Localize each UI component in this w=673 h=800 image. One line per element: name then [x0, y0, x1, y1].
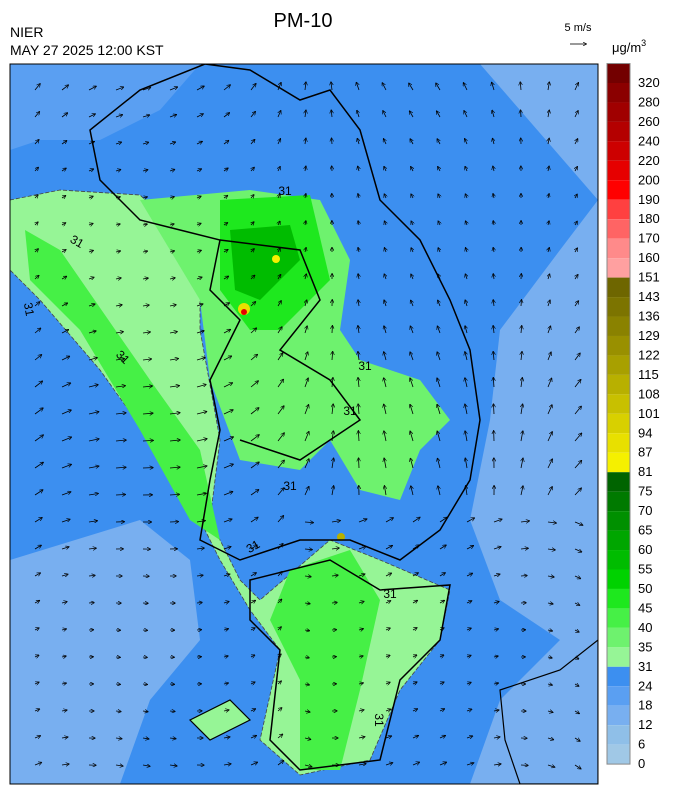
colorbar-label: 35 — [638, 639, 652, 654]
wind-arrow — [493, 404, 494, 414]
hotspot — [272, 255, 280, 263]
contour-label: 31 — [343, 404, 357, 418]
colorbar-segment — [607, 453, 630, 472]
colorbar-label: 200 — [638, 172, 660, 187]
unit-text: μg/m — [612, 40, 641, 55]
colorbar-label: 320 — [638, 75, 660, 90]
colorbar-label: 151 — [638, 270, 660, 285]
colorbar-segment — [607, 161, 630, 180]
colorbar-segment — [607, 531, 630, 550]
contour-label: 31 — [283, 479, 297, 493]
colorbar-segment — [607, 355, 630, 374]
colorbar-segment — [607, 550, 630, 569]
colorbar-label: 180 — [638, 211, 660, 226]
wind-legend-label: 5 m/s — [565, 22, 592, 34]
colorbar-label: 136 — [638, 309, 660, 324]
colorbar-label: 81 — [638, 464, 652, 479]
colorbar-segment — [607, 414, 630, 433]
colorbar-label: 50 — [638, 581, 652, 596]
colorbar-label: 87 — [638, 445, 652, 460]
colorbar-label: 75 — [638, 484, 652, 499]
colorbar-segment — [607, 667, 630, 686]
wind-arrow — [116, 711, 121, 712]
colorbar-label: 94 — [638, 425, 652, 440]
colorbar-segment — [607, 122, 630, 141]
colorbar-segment — [607, 64, 630, 83]
unit-sup: 3 — [641, 38, 646, 48]
datetime: MAY 27 2025 12:00 KST — [10, 42, 164, 58]
colorbar-segment — [607, 219, 630, 238]
colorbar-segment — [607, 375, 630, 394]
colorbar-segment — [607, 258, 630, 277]
colorbar-label: 0 — [638, 756, 645, 771]
wind-arrow — [116, 494, 125, 495]
colorbar-segment — [607, 297, 630, 316]
colorbar-label: 18 — [638, 698, 652, 713]
agency: NIER — [10, 24, 43, 40]
contour-label: 31 — [383, 587, 397, 601]
colorbar-segment — [607, 141, 630, 160]
colorbar-segment — [607, 317, 630, 336]
wind-arrow — [143, 684, 147, 685]
colorbar-segment — [607, 200, 630, 219]
colorbar-segment — [607, 336, 630, 355]
colorbar-label: 143 — [638, 289, 660, 304]
colorbar-label: 108 — [638, 386, 660, 401]
colorbar-segment — [607, 83, 630, 102]
colorbar-label: 6 — [638, 737, 645, 752]
colorbar-label: 45 — [638, 600, 652, 615]
colorbar-segment — [607, 180, 630, 199]
colorbar-label: 280 — [638, 94, 660, 109]
colorbar-segment — [607, 706, 630, 725]
wind-arrow — [332, 602, 337, 603]
colorbar-segment — [607, 589, 630, 608]
colorbar-label: 65 — [638, 523, 652, 538]
colorbar-label: 31 — [638, 659, 652, 674]
colorbar-segment — [607, 608, 630, 627]
colorbar-segment — [607, 725, 630, 744]
colorbar-segment — [607, 628, 630, 647]
colorbar-label: 24 — [638, 678, 652, 693]
hotspot — [241, 309, 247, 315]
colorbar-segment — [607, 433, 630, 452]
colorbar-label: 170 — [638, 231, 660, 246]
colorbar-segment — [607, 511, 630, 530]
colorbar-label: 70 — [638, 503, 652, 518]
contour-label: 31 — [372, 713, 386, 727]
colorbar-label: 40 — [638, 620, 652, 635]
colorbar-segment — [607, 472, 630, 491]
unit: μg/m3 — [612, 38, 646, 55]
colorbar-label: 122 — [638, 347, 660, 362]
colorbar-label: 115 — [638, 367, 659, 382]
colorbar-label: 55 — [638, 562, 652, 577]
colorbar-label: 160 — [638, 250, 660, 265]
wind-arrow — [521, 575, 527, 576]
colorbar-segment — [607, 745, 630, 764]
colorbar-label: 60 — [638, 542, 652, 557]
colorbar-label: 129 — [638, 328, 660, 343]
colorbar-segment — [607, 102, 630, 121]
colorbar-segment — [607, 686, 630, 705]
colorbar-segment — [607, 492, 630, 511]
colorbar-label: 220 — [638, 153, 660, 168]
title: PM-10 — [274, 10, 333, 32]
contour-label: 31 — [278, 184, 292, 198]
colorbar-label: 12 — [638, 717, 652, 732]
colorbar-segment — [607, 239, 630, 258]
colorbar-label: 190 — [638, 192, 660, 207]
contour-label: 31 — [358, 359, 372, 373]
colorbar-segment — [607, 647, 630, 666]
colorbar-segment — [607, 570, 630, 589]
colorbar-label: 101 — [638, 406, 660, 421]
colorbar-segment — [607, 278, 630, 297]
wind-arrow — [197, 602, 202, 603]
colorbar-label: 260 — [638, 114, 660, 129]
colorbar-segment — [607, 394, 630, 413]
contour-label: 31 — [21, 302, 37, 318]
colorbar-label: 240 — [638, 133, 660, 148]
